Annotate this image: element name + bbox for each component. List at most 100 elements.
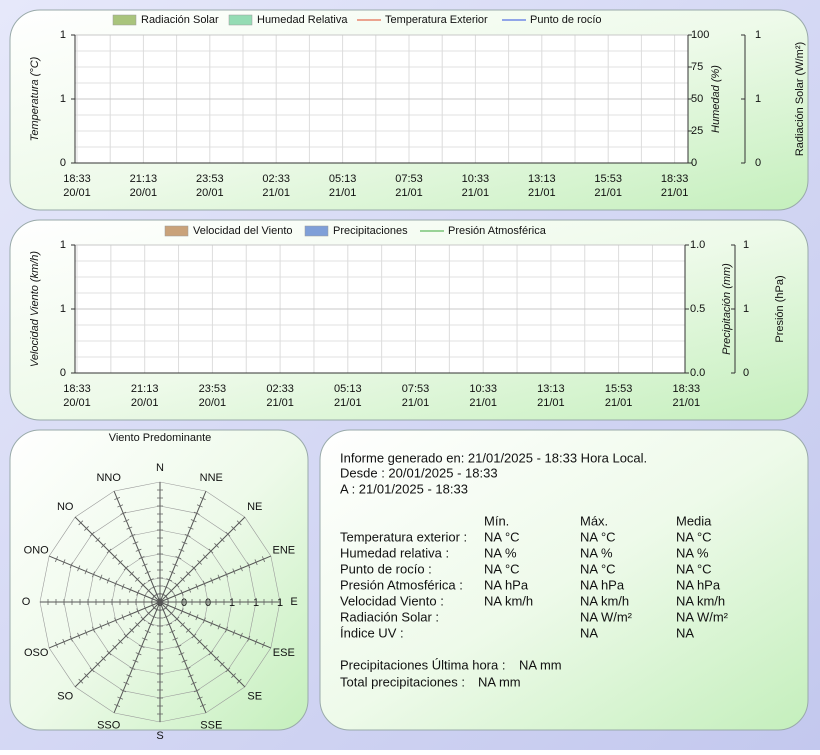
direction-label: ONO (24, 545, 50, 557)
row-label: Presión Atmosférica : (340, 577, 463, 592)
direction-label: S (156, 730, 163, 742)
spoke-tick (117, 696, 124, 700)
spoke-tick (180, 589, 184, 596)
x-tick-time: 18:33 (673, 383, 701, 395)
direction-label: SE (247, 691, 262, 703)
spoke-tick (199, 703, 206, 707)
spoke-tick (232, 568, 236, 575)
spoke-tick (191, 565, 197, 571)
spoke (159, 516, 246, 603)
x-tick-time: 07:53 (395, 173, 423, 185)
spoke-tick (196, 504, 203, 508)
spoke-tick (99, 623, 103, 630)
spoke-tick (184, 533, 191, 537)
tick-label: 25 (691, 125, 703, 137)
spoke-tick (123, 681, 130, 685)
spoke-tick (173, 605, 177, 612)
spoke-tick (172, 563, 179, 567)
spoke-tick (195, 614, 199, 621)
spoke-tick (174, 616, 180, 622)
tick-label: 75 (691, 61, 703, 73)
spoke-tick (136, 608, 140, 615)
spoke-tick (210, 577, 214, 584)
row-label: Temperatura exterior : (340, 529, 467, 544)
tick-label: 1.0 (690, 239, 705, 251)
spoke-tick (91, 626, 95, 633)
x-tick-time: 05:13 (329, 173, 357, 185)
tick-label: 0 (691, 157, 697, 169)
spoke-tick (210, 620, 214, 627)
spoke-tick (144, 630, 151, 634)
direction-label: E (290, 596, 297, 608)
spoke-tick (202, 644, 208, 650)
spoke-tick (69, 562, 73, 569)
spoke (159, 490, 207, 603)
spoke-tick (195, 583, 199, 590)
spoke-tick (175, 556, 182, 560)
spoke (113, 601, 161, 714)
spoke-tick (101, 543, 106, 548)
direction-label: OSO (24, 647, 49, 659)
spoke-tick (239, 632, 243, 639)
spoke-tick (180, 622, 186, 628)
axis-title: Velocidad Viento (km/h) (29, 251, 41, 368)
tick-label: 1 (755, 93, 761, 105)
spoke-tick (84, 673, 89, 678)
row-label: Humedad relativa : (340, 545, 449, 560)
legend-label: Velocidad del Viento (193, 225, 293, 237)
spoke-tick (140, 616, 146, 622)
spoke-tick (136, 589, 140, 596)
spoke-tick (232, 629, 236, 636)
x-tick-date: 21/01 (537, 397, 565, 409)
spoke-tick (166, 578, 173, 582)
x-tick-date: 21/01 (402, 397, 430, 409)
spoke-tick (193, 511, 200, 515)
spoke-tick (175, 644, 182, 648)
cell: NA °C (676, 561, 712, 576)
spoke-tick (129, 627, 135, 633)
spoke-tick (236, 520, 242, 526)
row-label: Velocidad Viento : (340, 593, 444, 608)
spoke-tick (114, 703, 121, 707)
spoke-tick (208, 548, 214, 554)
spoke-tick (190, 519, 197, 523)
spoke-tick (134, 622, 140, 628)
spoke-tick (134, 576, 140, 582)
cell: NA km/h (484, 593, 533, 608)
x-tick-time: 02:33 (266, 383, 294, 395)
spoke-tick (231, 526, 236, 531)
x-tick-date: 21/01 (462, 187, 490, 199)
axis-title: Presión (hPa) (774, 275, 786, 342)
x-tick-date: 21/01 (266, 397, 294, 409)
direction-label: ENE (272, 545, 295, 557)
direction-label: NNO (96, 472, 121, 484)
spoke-tick (140, 582, 146, 588)
tick-label: 0 (60, 367, 66, 379)
tick-label: 0.5 (690, 303, 705, 315)
spoke-tick (261, 556, 265, 563)
legend-swatch (304, 225, 329, 237)
tick-label: 0 (743, 367, 749, 379)
spoke-tick (138, 644, 145, 648)
spoke-tick (123, 565, 129, 571)
spoke-tick (217, 574, 221, 581)
spoke-tick (143, 592, 147, 599)
cell: NA hPa (580, 577, 625, 592)
axis-title: Temperatura (°C) (29, 56, 41, 141)
tick-label: 1 (755, 29, 761, 41)
spoke-tick (91, 571, 95, 578)
tick-label: 1 (743, 303, 749, 315)
spoke-tick (129, 571, 135, 577)
x-tick-time: 23:53 (199, 383, 227, 395)
cell: NA % (580, 545, 613, 560)
tick-label: 0.0 (690, 367, 705, 379)
cell: NA % (676, 545, 709, 560)
cell: NA °C (484, 529, 520, 544)
spoke-tick (199, 497, 206, 501)
r-tick-label: 1 (277, 597, 283, 609)
spoke-tick (147, 578, 154, 582)
spoke-tick (126, 674, 133, 678)
spoke-tick (185, 571, 191, 577)
spoke (48, 555, 161, 603)
spoke-tick (62, 559, 66, 566)
